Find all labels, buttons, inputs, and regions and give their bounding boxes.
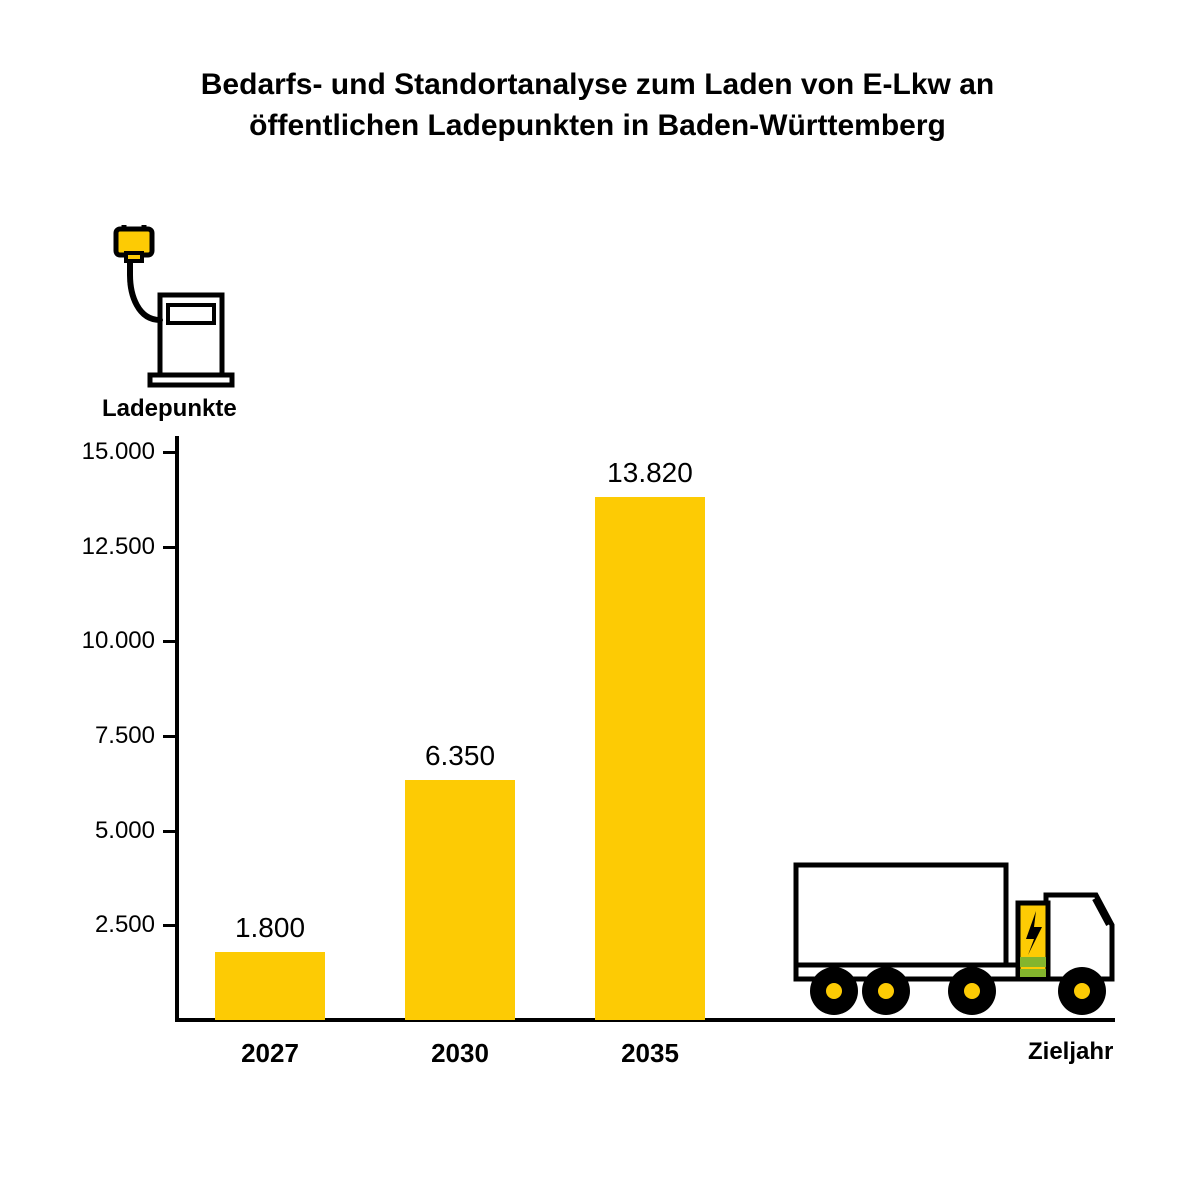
y-axis-line bbox=[175, 436, 179, 1022]
bar-value-label: 13.820 bbox=[565, 457, 735, 489]
y-tick-label: 15.000 bbox=[60, 438, 155, 466]
chart-title: Bedarfs- und Standortanalyse zum Laden v… bbox=[0, 65, 1195, 146]
bar bbox=[405, 780, 515, 1020]
y-tick-mark bbox=[163, 830, 179, 833]
y-tick-mark bbox=[163, 546, 179, 549]
y-tick-mark bbox=[163, 924, 179, 927]
x-category-label: 2030 bbox=[385, 1038, 535, 1069]
y-tick-label: 7.500 bbox=[60, 722, 155, 750]
y-tick-label: 10.000 bbox=[60, 627, 155, 655]
e-truck-icon bbox=[790, 855, 1120, 1025]
y-tick-label: 5.000 bbox=[60, 817, 155, 845]
bar bbox=[595, 497, 705, 1020]
chart-canvas: Bedarfs- und Standortanalyse zum Laden v… bbox=[0, 0, 1195, 1196]
y-tick-label: 12.500 bbox=[60, 533, 155, 561]
x-category-label: 2027 bbox=[195, 1038, 345, 1069]
x-category-label: 2035 bbox=[575, 1038, 725, 1069]
title-line-1: Bedarfs- und Standortanalyse zum Laden v… bbox=[201, 68, 994, 101]
x-axis-title: Zieljahr bbox=[1028, 1038, 1113, 1066]
title-line-2: öffentlichen Ladepunkten in Baden-Württe… bbox=[249, 109, 946, 142]
bar-value-label: 6.350 bbox=[375, 740, 545, 772]
y-tick-mark bbox=[163, 735, 179, 738]
bar bbox=[215, 952, 325, 1020]
charging-station-icon bbox=[108, 225, 248, 395]
y-axis-title: Ladepunkte bbox=[102, 395, 237, 423]
bar-value-label: 1.800 bbox=[185, 912, 355, 944]
y-tick-mark bbox=[163, 640, 179, 643]
y-tick-mark bbox=[163, 451, 179, 454]
y-tick-label: 2.500 bbox=[60, 911, 155, 939]
